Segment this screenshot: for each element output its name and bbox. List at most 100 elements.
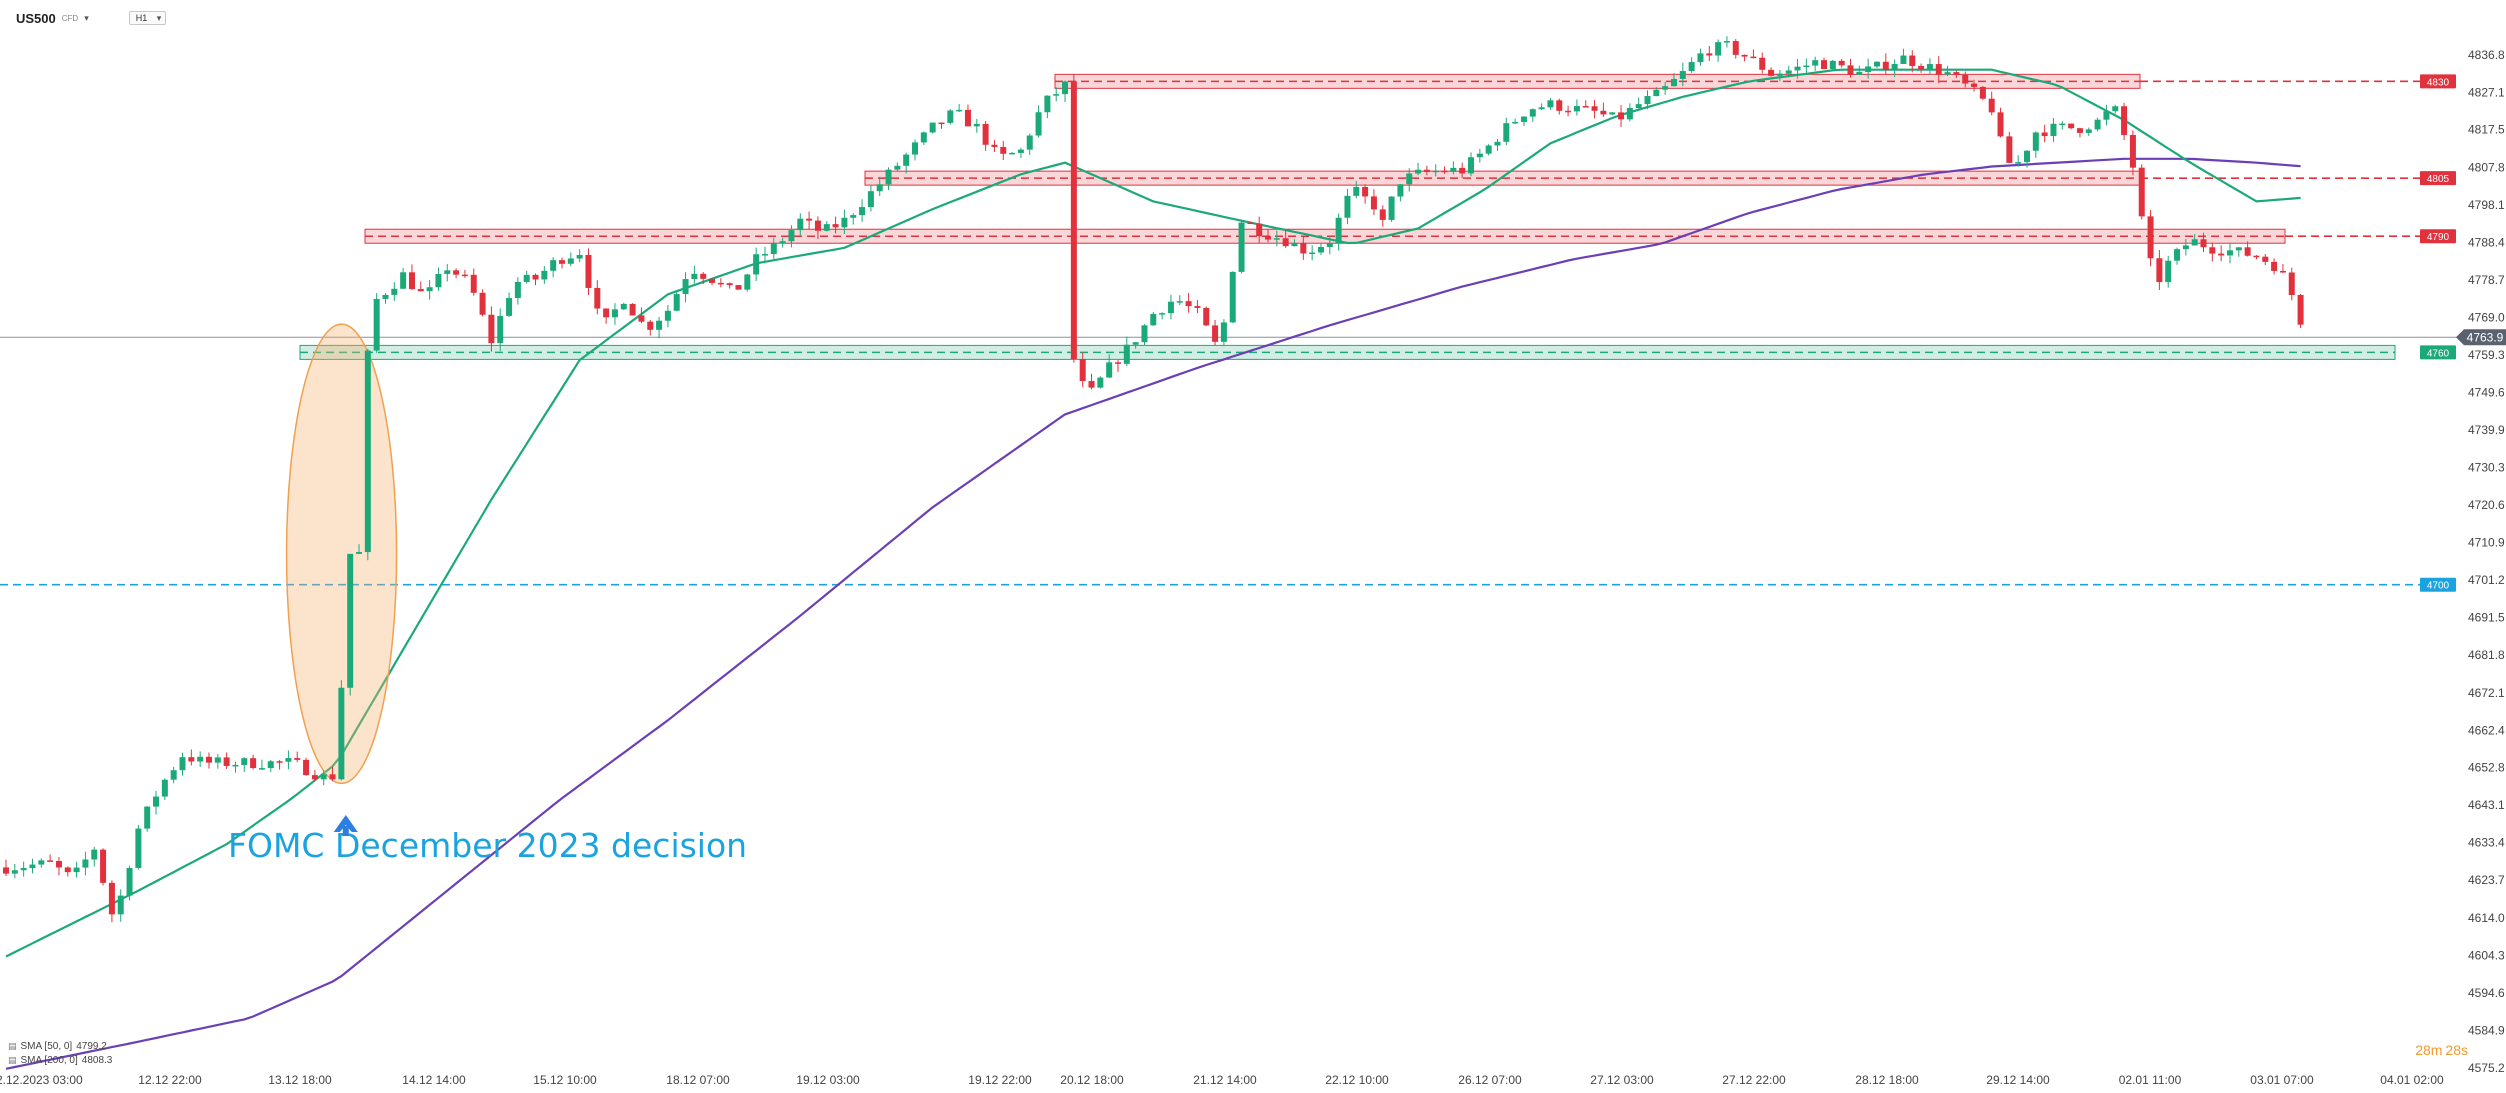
candle-body (347, 553, 354, 688)
candle-body (391, 288, 398, 295)
candle-body (2200, 239, 2207, 248)
x-tick-label: 04.01 02:00 (2380, 1073, 2444, 1087)
candle-body (100, 849, 107, 883)
candle-body (126, 867, 133, 896)
y-tick-label: 4681.8 (2468, 648, 2505, 662)
candle-body (638, 315, 645, 322)
candle-body (2244, 247, 2251, 256)
y-tick-label: 4594.6 (2468, 986, 2505, 1000)
candle-body (1582, 106, 1589, 108)
candle-body (1397, 184, 1404, 197)
sma-200-path (5, 157, 2301, 1070)
candle-body (1053, 94, 1060, 96)
candle-body (1159, 313, 1166, 315)
candle-body (1494, 141, 1501, 146)
candle-body (2059, 123, 2066, 126)
candle-body (2121, 106, 2128, 135)
level-badge-label: 4760 (2427, 348, 2450, 359)
chevron-down-icon[interactable]: ▾ (84, 12, 89, 23)
candle-body (2191, 239, 2198, 246)
timeframe-select[interactable]: H1 ▾ (128, 11, 167, 25)
candle-body (1459, 167, 1466, 174)
indicator-settings-icon[interactable]: ▤ (8, 1041, 17, 1051)
candle-body (2138, 167, 2145, 217)
candle-body (294, 758, 301, 760)
candle-body (2209, 247, 2216, 254)
x-tick-label: 03.01 07:00 (2250, 1073, 2314, 1087)
candle-body (1565, 110, 1572, 113)
candle-body (1317, 246, 1324, 253)
candle-body (1882, 61, 1889, 71)
candle-body (1062, 81, 1069, 95)
candle-body (876, 184, 883, 192)
candle-body (1291, 242, 1298, 247)
legend-sma-200[interactable]: ▤ SMA [200, 0] 4808.3 (8, 1055, 112, 1066)
candle-body (779, 241, 786, 244)
candle-body (258, 768, 265, 770)
candle-body (1706, 53, 1713, 56)
x-tick-label: 19.12 22:00 (968, 1073, 1032, 1087)
level-badge-label: 4805 (2427, 174, 2450, 185)
candle-body (1768, 69, 1775, 76)
candle-body (1926, 64, 1933, 70)
countdown-minutes: 28m (2415, 1042, 2443, 1058)
y-tick-label: 4701.2 (2468, 573, 2505, 587)
candle-body (1618, 112, 1625, 120)
candle-body (682, 279, 689, 295)
countdown-seconds: 28s (2445, 1042, 2468, 1058)
candle-body (1026, 135, 1033, 150)
candle-body (744, 274, 751, 290)
candle-body (550, 260, 557, 271)
candle-body (1670, 78, 1677, 87)
candle-body (1203, 307, 1210, 326)
y-tick-label: 4836.8 (2468, 48, 2505, 62)
candle-body (364, 350, 371, 553)
candle-body (832, 224, 839, 228)
candle-body (1873, 61, 1880, 67)
candle-body (1847, 65, 1854, 75)
candle-body (1247, 222, 1254, 225)
candle-body (709, 278, 716, 283)
candle-body (1679, 71, 1686, 79)
candle-body (514, 281, 521, 299)
candle-body (205, 756, 212, 763)
candle-body (647, 321, 654, 330)
candle-body (982, 123, 989, 145)
candle-body (1141, 325, 1148, 343)
y-tick-label: 4575.2 (2468, 1061, 2505, 1075)
candle-body (788, 230, 795, 242)
legend-sma-50[interactable]: ▤ SMA [50, 0] 4799.2 (8, 1041, 107, 1052)
price-axis[interactable]: 4836.8 4827.1 4817.5 4807.8 4798.1 4788.4 4778… (2420, 48, 2506, 1075)
candle-body (267, 761, 274, 769)
candle-body (1520, 116, 1527, 122)
candle-body (594, 287, 601, 309)
candle-body (2271, 261, 2278, 271)
candle-body (1979, 86, 1986, 99)
arrow-up-icon-stem (342, 826, 349, 836)
candle-body (2112, 106, 2119, 112)
candle-body (797, 218, 804, 231)
candle-body (1450, 167, 1457, 172)
candle-body (1891, 63, 1898, 71)
candle-body (664, 310, 671, 321)
candle-body (1829, 60, 1836, 70)
candle-body (1785, 70, 1792, 74)
candle-body (929, 122, 936, 133)
candle-body (1097, 377, 1104, 388)
indicator-settings-icon[interactable]: ▤ (8, 1055, 17, 1065)
level-badge-label: 4700 (2427, 581, 2450, 592)
candle-body (2024, 150, 2031, 163)
candle-body (1600, 110, 1607, 115)
candle-body (532, 274, 539, 280)
candle-body (2006, 136, 2013, 163)
candle-body (2156, 258, 2163, 283)
candle-body (64, 867, 71, 873)
current-price-badge (2456, 329, 2506, 346)
time-axis[interactable]: 12.12.2023 03:00 12.12 22:00 13.12 18:00 14… (0, 1073, 2444, 1087)
y-tick-label: 4759.3 (2468, 348, 2505, 362)
candle-body (1909, 55, 1916, 66)
y-tick-label: 4643.1 (2468, 798, 2505, 812)
candle-body (1715, 42, 1722, 56)
x-tick-label: 27.12 03:00 (1590, 1073, 1654, 1087)
